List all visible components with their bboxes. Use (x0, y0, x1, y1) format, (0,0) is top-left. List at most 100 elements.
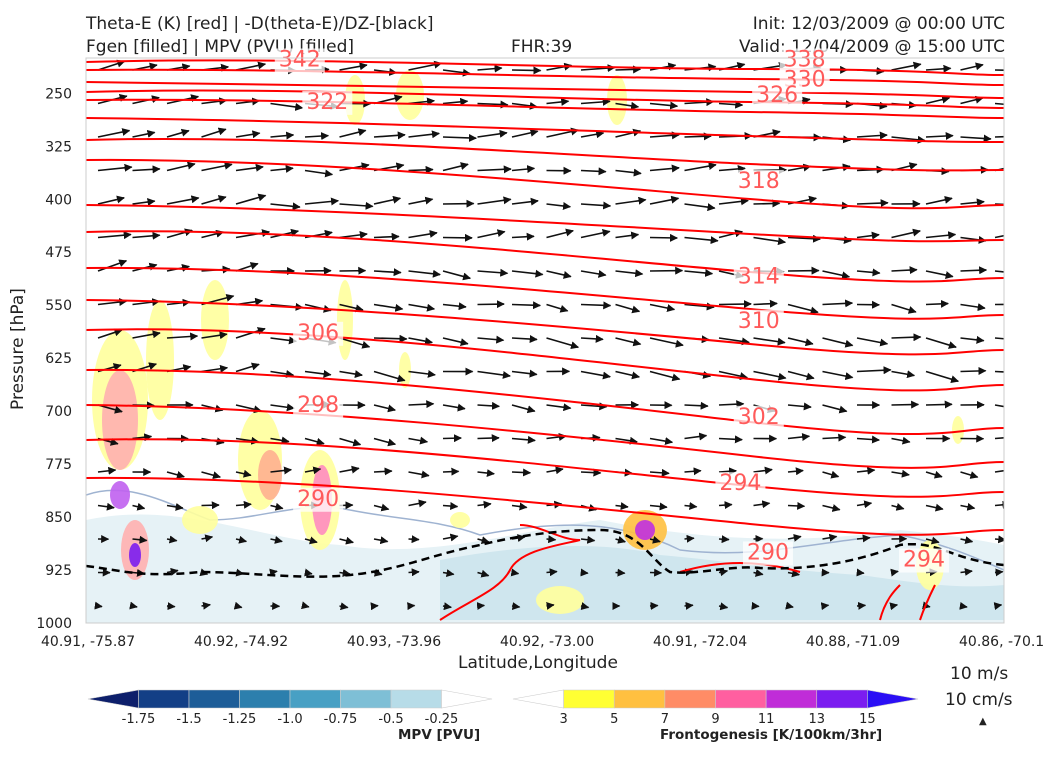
mpv-colorbar-swatch (290, 690, 341, 708)
wind-vector (374, 338, 407, 339)
wind-vector (685, 538, 694, 539)
wind-vector (754, 303, 778, 304)
wind-vector (719, 304, 751, 305)
y-tick-label: 625 (45, 351, 72, 367)
wind-vector (512, 606, 520, 607)
y-tick-label: 1000 (36, 616, 72, 632)
mpv-colorbar-title: MPV [PVU] (398, 727, 480, 743)
wind-vector (374, 236, 399, 237)
y-tick-label: 925 (45, 563, 72, 579)
vector-ref-vertical: 10 cm/s (945, 690, 1013, 710)
mpv-colorbar-tick: -1.5 (176, 712, 201, 727)
mpv-colorbar-swatch (139, 690, 190, 708)
wind-vector (547, 605, 554, 606)
contour-label: 322 (306, 90, 348, 115)
fgen-colorbar-tick: 7 (661, 712, 669, 727)
fgen-blob (450, 512, 470, 528)
x-axis-ticks: 40.91, -75.87 40.92, -74.92 40.93, -73.96 4… (41, 634, 1044, 650)
mpv-colorbar-swatch (442, 690, 493, 708)
mpv-colorbar-tick: -0.75 (324, 712, 358, 727)
fgen-blob (129, 543, 141, 567)
wind-vector (926, 304, 948, 305)
vector-ref-wind: 10 m/s (950, 664, 1008, 684)
x-tick-label: 40.93, -73.96 (347, 634, 441, 650)
x-tick-label: 40.86, -70.1 (959, 634, 1044, 650)
wind-vector (581, 171, 606, 172)
fgen-colorbar-tick: 5 (610, 712, 618, 727)
contour-label: 290 (297, 487, 339, 512)
wind-vector (892, 337, 921, 338)
contour-label: 294 (719, 471, 761, 496)
wind-vector (857, 573, 864, 574)
fgen-colorbar-title: Frontogenesis [K/100km/3hr] (660, 727, 882, 743)
x-tick-label: 40.92, -74.92 (194, 634, 288, 650)
wind-vector (409, 572, 419, 573)
fgen-colorbar-tick: 3 (559, 712, 567, 727)
x-tick-label: 40.91, -75.87 (41, 634, 135, 650)
wind-vector (478, 605, 485, 606)
wind-vector (581, 573, 588, 574)
contour-label: 298 (297, 393, 339, 418)
contour-label: 326 (756, 83, 798, 108)
y-tick-label: 250 (45, 86, 72, 102)
contour-label: 294 (903, 548, 945, 573)
wind-vector (133, 606, 138, 607)
wind-vector (167, 606, 175, 607)
contour-label: 318 (738, 169, 780, 194)
mpv-colorbar-swatch (341, 690, 392, 708)
x-axis-label: Latitude,Longitude (458, 653, 618, 673)
wind-vector (409, 170, 433, 171)
wind-vector (995, 136, 1028, 137)
fgen-colorbar-swatch (766, 690, 817, 708)
wind-vector (926, 404, 952, 405)
wind-vector (547, 539, 556, 540)
fgen-colorbar-swatch (614, 690, 665, 708)
mpv-colorbar-swatch (88, 690, 139, 708)
fgen-blob (952, 416, 964, 444)
fgen-blob (102, 370, 138, 470)
vector-ref-marker: ▲ (979, 716, 987, 727)
wind-vector (443, 438, 461, 439)
wind-vector (512, 472, 530, 473)
wind-vector (719, 539, 729, 540)
fgen-blob (146, 300, 174, 420)
y-tick-label: 700 (45, 404, 72, 420)
mpv-colorbar-tick: -0.5 (378, 712, 403, 727)
wind-vector (754, 203, 780, 204)
wind-vector (409, 539, 419, 540)
mpv-colorbar-tick: -1.0 (277, 712, 302, 727)
wind-vector (512, 70, 541, 71)
wind-vector (788, 506, 804, 507)
fgen-colorbar-swatch (867, 690, 918, 708)
fgen-colorbar-swatch (817, 690, 868, 708)
wind-vector (374, 471, 392, 472)
wind-vector (961, 371, 986, 372)
mpv-colorbar-tick: -1.75 (122, 712, 156, 727)
y-tick-label: 325 (45, 139, 72, 155)
fgen-blob (258, 450, 282, 500)
y-axis-label: Pressure [hPa] (8, 288, 28, 410)
fgen-colorbar-swatch (564, 690, 615, 708)
wind-vector (512, 305, 540, 306)
mpv-colorbar-swatch (391, 690, 442, 708)
wind-vector (478, 438, 499, 439)
fgen-blob (399, 352, 411, 388)
x-tick-label: 40.88, -71.09 (806, 634, 900, 650)
wind-vector (961, 606, 967, 607)
wind-vector (995, 70, 1022, 71)
y-tick-label: 400 (45, 192, 72, 208)
wind-vector (995, 605, 1001, 606)
y-tick-label: 550 (45, 298, 72, 314)
fgen-colorbar-swatch (716, 690, 767, 708)
contour-label: 310 (738, 309, 780, 334)
wind-vector (719, 505, 732, 506)
contour-label: 314 (738, 264, 780, 289)
fgen-colorbar-tick: 9 (711, 712, 719, 727)
wind-vector (581, 305, 610, 306)
fgen-blob (396, 70, 424, 120)
fgen-colorbar-tick: 11 (758, 712, 775, 727)
wind-vector (512, 573, 518, 574)
fgen-colorbar-swatch (665, 690, 716, 708)
